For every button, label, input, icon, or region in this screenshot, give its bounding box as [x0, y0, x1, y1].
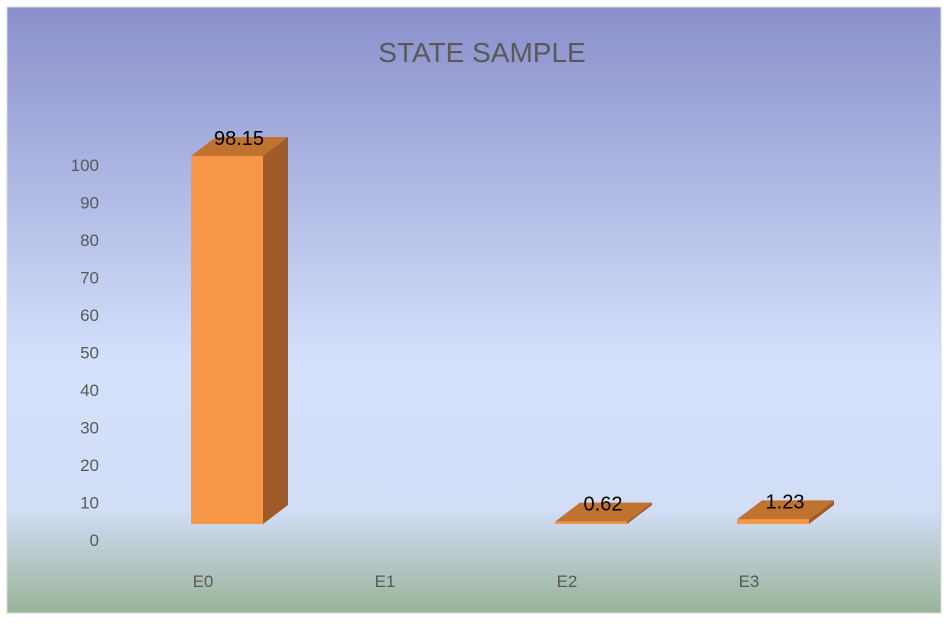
bar-E3 [737, 500, 834, 524]
y-axis: 0 10 20 30 40 50 60 70 80 90 100 [71, 156, 99, 550]
x-tick-label: E3 [739, 572, 760, 591]
data-label: 0.62 [584, 494, 623, 516]
x-tick-label: E2 [557, 572, 578, 591]
bar-top [555, 502, 652, 522]
y-tick-label: 40 [80, 381, 99, 400]
bar-front [555, 521, 627, 524]
y-tick-label: 10 [80, 494, 99, 513]
y-tick-label: 20 [80, 456, 99, 475]
bar-side [263, 136, 288, 524]
x-tick-label: E1 [375, 572, 396, 591]
y-tick-label: 30 [80, 419, 99, 438]
y-tick-label: 90 [80, 194, 99, 213]
bar-front [737, 519, 809, 524]
y-tick-label: 60 [80, 306, 99, 325]
bar-E0 [191, 136, 288, 524]
bar-side [627, 502, 652, 524]
bar-top [191, 136, 288, 156]
bar-side [809, 500, 834, 524]
y-tick-label: 100 [71, 156, 99, 175]
y-tick-label: 70 [80, 269, 99, 288]
bars [191, 136, 834, 524]
x-axis: E0 E1 E2 E3 [193, 572, 760, 591]
data-labels: 98.15 0.62 1.23 [214, 128, 805, 516]
bar-top [737, 500, 834, 520]
bar-front [191, 155, 263, 524]
y-tick-label: 0 [90, 531, 99, 550]
x-tick-label: E0 [193, 572, 214, 591]
y-tick-label: 80 [80, 231, 99, 250]
data-label: 98.15 [214, 128, 264, 150]
chart-title: STATE SAMPLE [378, 37, 585, 68]
data-label: 1.23 [766, 491, 805, 513]
bar-E2 [555, 502, 652, 524]
y-tick-label: 50 [80, 344, 99, 363]
